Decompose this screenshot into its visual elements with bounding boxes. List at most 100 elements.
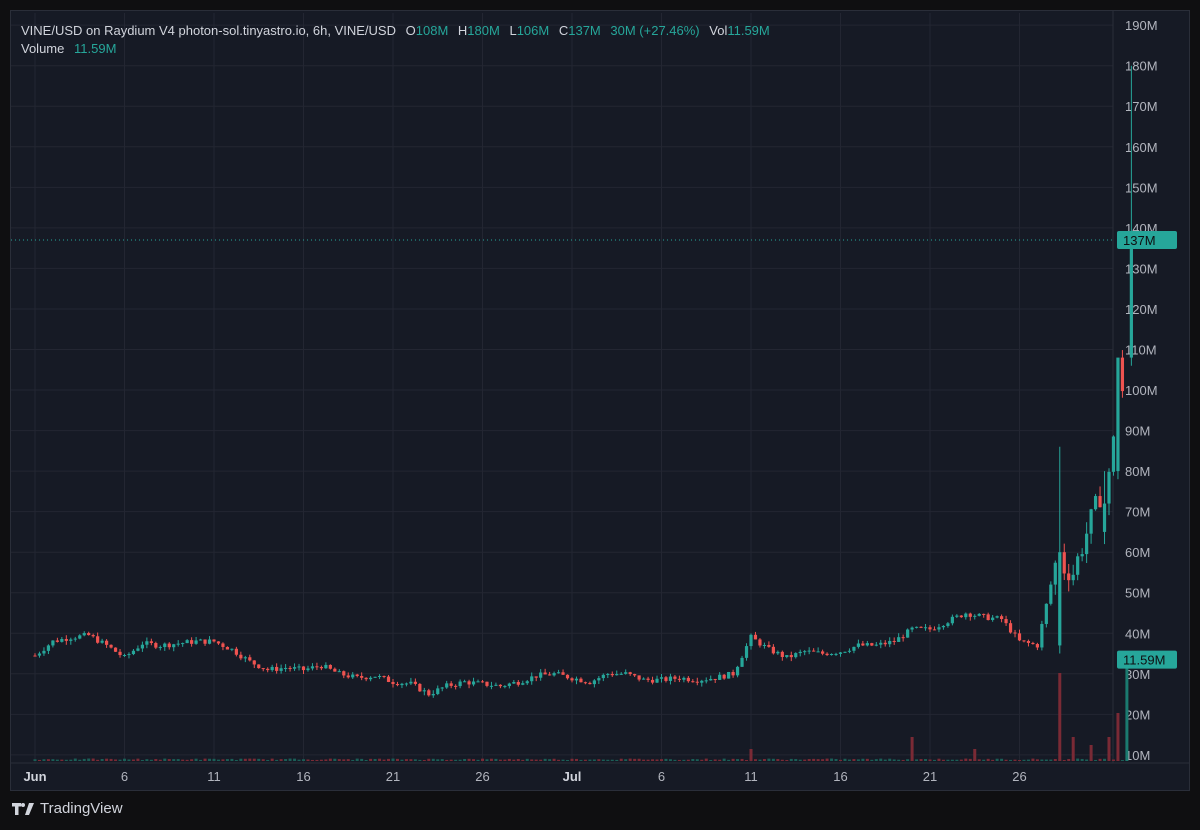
volume-bar	[64, 759, 68, 761]
candle-up	[838, 652, 843, 654]
volume-spike	[1107, 737, 1111, 761]
candle-down	[534, 676, 538, 678]
volume-bar	[257, 758, 261, 761]
candle-up	[1049, 584, 1053, 604]
volume-bar	[691, 759, 695, 761]
candle-down	[1067, 573, 1071, 581]
volume-bar	[1000, 758, 1004, 761]
candle-up	[1093, 496, 1098, 510]
volume-bar	[959, 759, 963, 761]
legend-volume-label[interactable]: Volume	[21, 41, 65, 56]
volume-bar	[221, 759, 225, 761]
chart-frame[interactable]: 10M 20M 30M 40M 50M 60M 70M 80M 90M 100M 110M 120M 1…	[10, 10, 1190, 791]
volume-bar	[521, 759, 525, 761]
volume-bar	[646, 759, 650, 761]
volume-bar	[713, 759, 717, 761]
candle-down	[713, 678, 717, 680]
volume-bar	[1120, 759, 1124, 761]
price-chart[interactable]: 10M 20M 30M 40M 50M 60M 70M 80M 90M 100M 110M 120M 1…	[11, 11, 1189, 790]
x-axis-tick-label: 26	[475, 769, 489, 784]
volume-bar	[834, 759, 838, 761]
last-price-tag: 137M	[1123, 233, 1156, 248]
volume-bar	[409, 759, 413, 761]
volume-bar	[745, 759, 749, 761]
candle-down	[1008, 623, 1013, 633]
candle-down	[771, 646, 775, 654]
candle-up	[1085, 533, 1089, 555]
volume-bar	[964, 758, 968, 761]
candle-down	[498, 684, 502, 687]
x-axis-tick-label: 16	[833, 769, 847, 784]
volume-bar	[865, 758, 869, 761]
candle-up	[1089, 509, 1093, 534]
candle-last	[1129, 240, 1133, 358]
volume-bar	[391, 758, 395, 761]
candle-down	[1026, 640, 1031, 643]
candle-down	[467, 681, 471, 685]
candle-down	[968, 613, 972, 617]
volume-bar	[941, 759, 945, 761]
volume-bar	[404, 759, 408, 761]
candle-up	[941, 625, 946, 628]
volume-bar	[879, 758, 883, 761]
volume-bar	[839, 759, 842, 761]
candle-up	[668, 676, 673, 681]
tradingview-brand[interactable]: TradingView	[12, 800, 123, 817]
candle-up	[337, 671, 341, 673]
volume-bar	[131, 759, 135, 761]
candle-up	[856, 643, 860, 647]
volume-bar	[628, 758, 632, 761]
volume-bar	[167, 759, 171, 761]
candle-down	[959, 615, 963, 618]
candle-down	[105, 640, 109, 645]
candle-up	[445, 683, 449, 688]
candle-up	[973, 615, 977, 617]
candle-up	[476, 681, 480, 683]
volume-bar	[771, 758, 775, 761]
candle-up	[995, 616, 999, 618]
volume-spike	[1116, 713, 1120, 761]
volume-bar	[1062, 759, 1066, 761]
candle-up	[198, 639, 203, 641]
volume-bar	[668, 759, 672, 761]
volume-bar	[803, 759, 807, 761]
candle-down	[167, 643, 171, 648]
candle-down	[1120, 357, 1125, 392]
last-price-tag-bg	[1117, 231, 1177, 250]
candle-down	[633, 674, 637, 676]
volume-bar	[181, 759, 185, 761]
volume-bar	[888, 758, 892, 761]
candle-up	[744, 646, 749, 658]
volume-bar	[261, 759, 265, 761]
candle-up	[937, 627, 941, 630]
candle-down	[382, 675, 386, 677]
volume-bar	[310, 759, 314, 761]
y-axis-tick-label: 90M	[1125, 424, 1150, 439]
volume-bar	[395, 758, 399, 761]
volume-bar	[727, 759, 731, 761]
volume-bar	[373, 758, 377, 761]
candle-down	[789, 655, 793, 658]
candle-up	[762, 644, 767, 646]
legend-vol-value: 11.59M	[727, 23, 770, 38]
candle-up	[615, 674, 619, 676]
candle-up	[735, 666, 740, 676]
volume-bar	[995, 758, 999, 761]
volume-bar	[440, 759, 444, 761]
candle-down	[87, 633, 91, 636]
candle-down	[892, 640, 896, 642]
volume-bar	[677, 759, 681, 761]
candle-up	[404, 683, 409, 685]
volume-bar	[606, 759, 610, 761]
candle-down	[252, 660, 256, 665]
volume-bar	[445, 759, 449, 761]
volume-bar	[946, 759, 950, 761]
y-axis-tick-label: 110M	[1125, 342, 1157, 357]
candle-down	[780, 651, 784, 657]
legend-symbol-title[interactable]: VINE/USD on Raydium V4 photon-sol.tinyas…	[21, 23, 396, 38]
volume-bar	[977, 759, 981, 761]
legend-volume-value: 11.59M	[74, 41, 117, 56]
volume-bar	[208, 758, 212, 761]
volume-bar	[1026, 759, 1030, 761]
volume-bar	[360, 758, 364, 761]
